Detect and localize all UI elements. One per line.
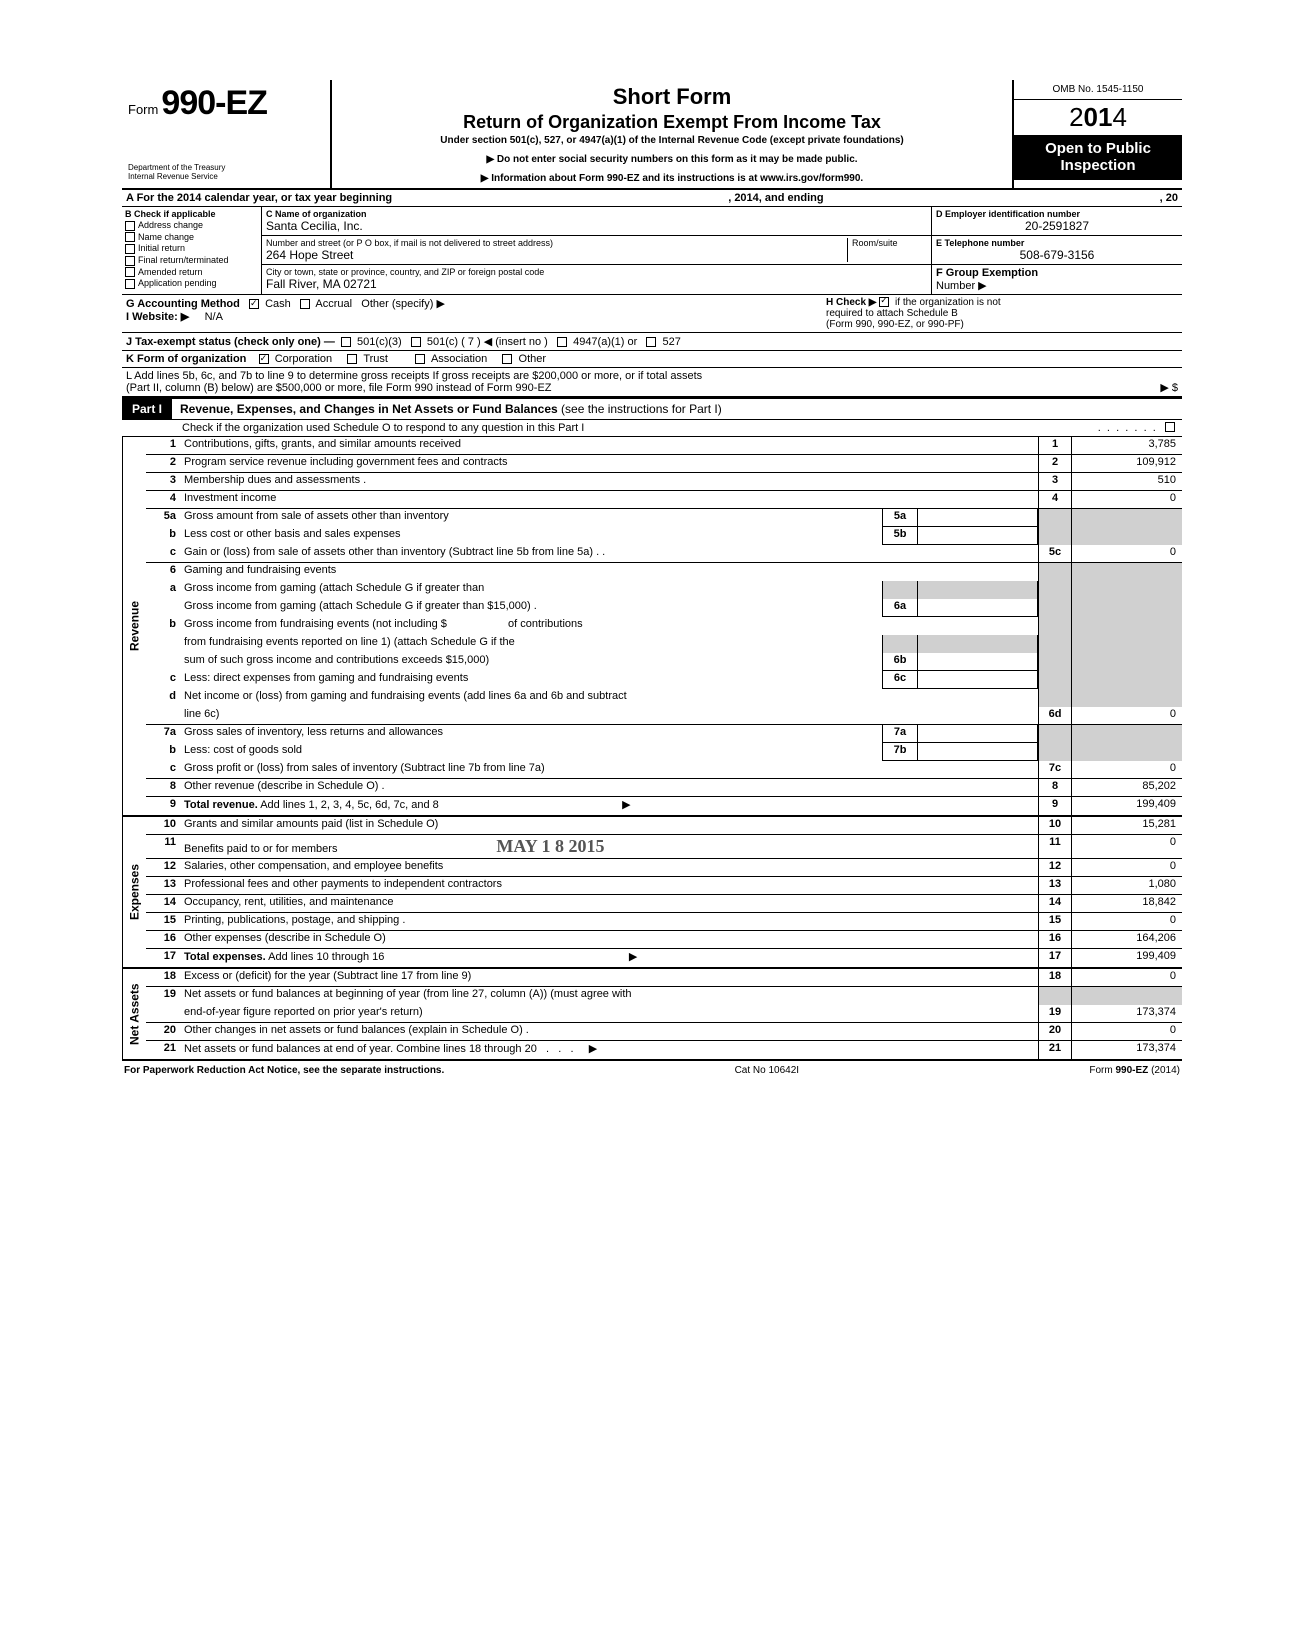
org-city: Fall River, MA 02721 [266,277,927,291]
col-g-accounting: G Accounting Method Cash Accrual Other (… [122,295,822,332]
chk-501c[interactable] [411,337,421,347]
form-990ez: Form 990-EZ Department of the Treasury I… [122,80,1182,1080]
col-def: D Employer identification number 20-2591… [932,207,1182,294]
side-expenses: Expenses [122,817,146,967]
side-revenue: Revenue [122,437,146,815]
footer-paperwork: For Paperwork Reduction Act Notice, see … [124,1065,444,1076]
label-group-number: Number ▶ [936,279,1178,292]
chk-corporation[interactable] [259,354,269,364]
chk-initial-return[interactable] [125,244,135,254]
ein: 20-2591827 [936,219,1178,233]
org-name: Santa Cecilia, Inc. [266,219,927,233]
chk-trust[interactable] [347,354,357,364]
header-center: Short Form Return of Organization Exempt… [332,80,1012,188]
footer-cat: Cat No 10642I [735,1065,800,1076]
chk-cash[interactable] [249,299,259,309]
row-l-gross-receipts: L Add lines 5b, 6c, and 7b to line 9 to … [122,368,1182,397]
note-ssn: ▶ Do not enter social security numbers o… [340,154,1004,165]
chk-application-pending[interactable] [125,279,135,289]
label-website: I Website: ▶ [126,311,189,323]
label-street: Number and street (or P O box, if mail i… [266,238,847,248]
dept-treasury: Department of the Treasury [128,163,324,172]
chk-4947[interactable] [557,337,567,347]
label-ein: D Employer identification number [936,209,1178,219]
title-sub: Return of Organization Exempt From Incom… [340,112,1004,133]
chk-501c3[interactable] [341,337,351,347]
chk-amended-return[interactable] [125,267,135,277]
part1-label: Part I [122,399,172,419]
col-b-header: B Check if applicable [125,209,258,219]
form-header: Form 990-EZ Department of the Treasury I… [122,80,1182,190]
footer-form: Form 990-EZ (2014) [1089,1065,1180,1076]
chk-final-return[interactable] [125,256,135,266]
form-footer: For Paperwork Reduction Act Notice, see … [122,1061,1182,1080]
row-gh: G Accounting Method Cash Accrual Other (… [122,295,1182,333]
chk-address-change[interactable] [125,221,135,231]
tax-year: 2014 [1014,100,1182,135]
omb-number: OMB No. 1545-1150 [1014,80,1182,100]
chk-other[interactable] [502,354,512,364]
expenses-table: Expenses 10Grants and similar amounts pa… [122,817,1182,969]
label-group-exemption: F Group Exemption [936,267,1178,279]
header-left: Form 990-EZ Department of the Treasury I… [122,80,332,188]
label-city: City or town, state or province, country… [266,267,927,277]
received-stamp: MAY 1 8 2015 [496,836,604,856]
col-b-checkboxes: B Check if applicable Address change Nam… [122,207,262,294]
label-phone: E Telephone number [936,238,1178,248]
col-c-org-info: C Name of organization Santa Cecilia, In… [262,207,932,294]
chk-527[interactable] [646,337,656,347]
title-main: Short Form [340,84,1004,110]
chk-schedule-o[interactable] [1165,422,1175,432]
form-number: 990-EZ [161,84,267,122]
revenue-table: Revenue 1Contributions, gifts, grants, a… [122,437,1182,817]
label-room: Room/suite [852,238,927,248]
row-k-form-org: K Form of organization Corporation Trust… [122,351,1182,368]
chk-association[interactable] [415,354,425,364]
block-bcdef: B Check if applicable Address change Nam… [122,207,1182,295]
part1-check-line: Check if the organization used Schedule … [122,420,1182,437]
side-netassets: Net Assets [122,969,146,1059]
chk-accrual[interactable] [300,299,310,309]
website-value: N/A [205,311,223,323]
form-prefix: Form [128,102,158,117]
part1-header: Part I Revenue, Expenses, and Changes in… [122,397,1182,420]
chk-schedule-b[interactable] [879,297,889,307]
header-right: OMB No. 1545-1150 2014 Open to Public In… [1012,80,1182,188]
open-to-public: Open to Public Inspection [1014,135,1182,180]
irs-label: Internal Revenue Service [128,172,324,181]
phone: 508-679-3156 [936,248,1178,262]
chk-name-change[interactable] [125,232,135,242]
row-j-tax-status: J Tax-exempt status (check only one) — 5… [122,333,1182,351]
org-street: 264 Hope Street [266,248,847,262]
note-info: ▶ Information about Form 990-EZ and its … [340,173,1004,184]
section-a-tax-year: A For the 2014 calendar year, or tax yea… [122,190,1182,207]
part1-title: Revenue, Expenses, and Changes in Net As… [172,402,722,416]
netassets-table: Net Assets 18Excess or (deficit) for the… [122,969,1182,1061]
col-h-schedule-b: H Check ▶ if the organization is not req… [822,295,1182,332]
title-note: Under section 501(c), 527, or 4947(a)(1)… [340,135,1004,146]
label-org-name: C Name of organization [266,209,927,219]
